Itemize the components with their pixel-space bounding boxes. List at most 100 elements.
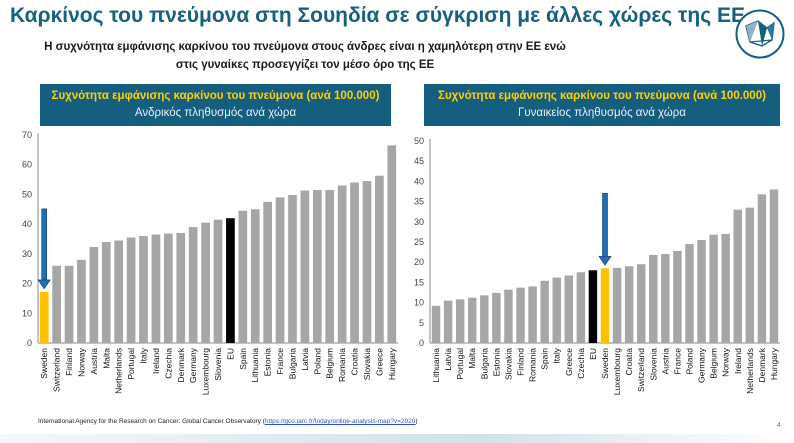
- male-bar-finland: [64, 265, 74, 343]
- female-bar-germany: [697, 239, 706, 343]
- subtitle-line-2: στις γυναίκες προσεγγίζει τον μέσο όρο τ…: [175, 59, 435, 71]
- male-bar-sweden: [39, 291, 49, 343]
- male-bar-greece: [375, 175, 384, 343]
- female-category-label: Italy: [552, 347, 562, 363]
- male-bar-austria: [89, 247, 99, 343]
- female-bar-latvia: [443, 300, 453, 343]
- female-category-label: Lithuania: [431, 348, 441, 383]
- male-category-label: Switzerland: [52, 348, 62, 392]
- male-category-label: Bulgaria: [287, 348, 297, 379]
- female-chart-subtitle: Γυναικείος πληθυσμός ανά χώρα: [518, 107, 686, 119]
- female-category-label: France: [672, 348, 682, 375]
- female-bar-ireland: [733, 209, 742, 343]
- female-bar-greece: [564, 275, 574, 343]
- subtitle-line-1: Η συχνότητα εμφάνισης καρκίνου του πνεύμ…: [44, 41, 566, 53]
- male-category-label: EU: [225, 348, 235, 360]
- male-bar-latvia: [300, 190, 310, 343]
- male-category-label: Poland: [312, 348, 322, 375]
- female-bar-france: [673, 250, 682, 343]
- male-bar-lithuania: [250, 209, 260, 343]
- female-category-label: Greece: [564, 348, 574, 376]
- female-bar-lithuania: [431, 305, 441, 343]
- male-y-tick-label: 40: [22, 219, 32, 229]
- male-bar-slovenia: [213, 219, 223, 343]
- female-category-label: Spain: [540, 348, 550, 370]
- source-close: ): [415, 418, 418, 425]
- female-category-label: Finland: [516, 348, 526, 376]
- female-bar-croatia: [624, 266, 634, 343]
- female-incidence-chart: 0 5 10 15 20 25 30 35 40 45 50 Lithuania Latvia Portu…: [414, 136, 780, 396]
- bottom-decoration: [0, 434, 794, 443]
- male-category-label: Germany: [188, 347, 198, 383]
- logo-icon: [735, 9, 785, 59]
- male-bar-poland: [312, 189, 322, 343]
- female-category-label: Luxembourg: [612, 348, 622, 396]
- source-text: International Agency for the Research on…: [38, 418, 265, 425]
- male-category-label: Sweden: [39, 348, 49, 379]
- source-link[interactable]: https://gco.iarc.fr/today/online-analysi…: [264, 418, 416, 425]
- female-bar-czechia: [576, 272, 586, 343]
- female-bar-eu: [588, 270, 598, 343]
- male-bar-ireland: [151, 234, 161, 343]
- female-highlight-arrow-shaft: [602, 192, 608, 257]
- male-category-label: Slovenia: [213, 348, 223, 381]
- female-category-label: Norway: [721, 347, 731, 377]
- male-category-label: Portugal: [126, 348, 136, 380]
- female-bar-norway: [721, 233, 730, 343]
- male-highlight-arrow-shaft: [41, 208, 48, 281]
- male-category-label: Estonia: [263, 348, 273, 377]
- female-bar-estonia: [492, 292, 501, 343]
- male-bar-eu: [226, 218, 235, 343]
- female-bar-portugal: [455, 299, 465, 343]
- female-y-tick-label: 5: [419, 318, 424, 328]
- female-bar-spain: [540, 280, 549, 343]
- female-bar-denmark: [757, 194, 767, 343]
- male-category-label: Hungary: [387, 347, 397, 380]
- female-chart-title: Συχνότητα εμφάνισης καρκίνου του πνεύμον…: [438, 90, 766, 102]
- male-category-label: Croatia: [350, 348, 360, 376]
- male-chart-header: Συχνότητα εμφάνισης καρκίνου του πνεύμον…: [40, 84, 391, 126]
- female-bar-poland: [685, 244, 694, 343]
- male-category-label: Czechia: [163, 348, 173, 379]
- male-category-label: Norway: [76, 347, 86, 377]
- female-bar-slovakia: [504, 289, 513, 343]
- female-bar-hungary: [769, 189, 779, 343]
- female-category-label: Portugal: [455, 348, 465, 380]
- male-bar-switzerland: [52, 265, 61, 343]
- source-footnote: International Agency for the Research on…: [38, 418, 418, 425]
- male-highlight-arrow-head: [37, 279, 51, 290]
- male-category-label: Romania: [337, 348, 347, 382]
- male-category-label: Greece: [374, 348, 384, 376]
- female-y-tick-label: 10: [414, 298, 424, 308]
- page-subtitle: Η συχνότητα εμφάνισης καρκίνου του πνεύμ…: [0, 38, 610, 74]
- male-category-label: Slovakia: [362, 348, 372, 380]
- male-y-tick-label: 20: [22, 279, 32, 289]
- male-y-tick-label: 50: [22, 189, 32, 199]
- female-category-label: Denmark: [757, 347, 767, 382]
- female-y-tick-label: 15: [414, 277, 424, 287]
- male-bar-belgium: [325, 189, 335, 343]
- female-y-tick-label: 50: [414, 136, 424, 146]
- female-category-label: Romania: [528, 348, 538, 382]
- male-category-label: Luxembourg: [201, 348, 211, 396]
- female-bar-switzerland: [636, 264, 646, 343]
- female-category-label: Malta: [467, 348, 477, 369]
- female-category-label: Netherlands: [745, 348, 755, 394]
- male-y-tick-label: 0: [27, 338, 32, 348]
- male-bar-norway: [77, 259, 86, 343]
- female-bar-sweden: [600, 268, 610, 343]
- male-category-label: Netherlands: [114, 348, 124, 394]
- male-category-label: France: [275, 348, 285, 375]
- male-category-label: Spain: [238, 348, 248, 370]
- female-bar-slovenia: [649, 254, 658, 343]
- page-number: 4: [777, 422, 781, 429]
- male-bar-spain: [238, 210, 248, 343]
- male-bar-malta: [101, 241, 111, 343]
- male-category-label: Malta: [101, 348, 111, 369]
- male-category-label: Latvia: [300, 348, 310, 371]
- female-bar-finland: [516, 287, 525, 343]
- female-y-tick-label: 30: [414, 217, 424, 227]
- female-category-label: Germany: [697, 347, 707, 383]
- female-bar-romania: [528, 286, 537, 343]
